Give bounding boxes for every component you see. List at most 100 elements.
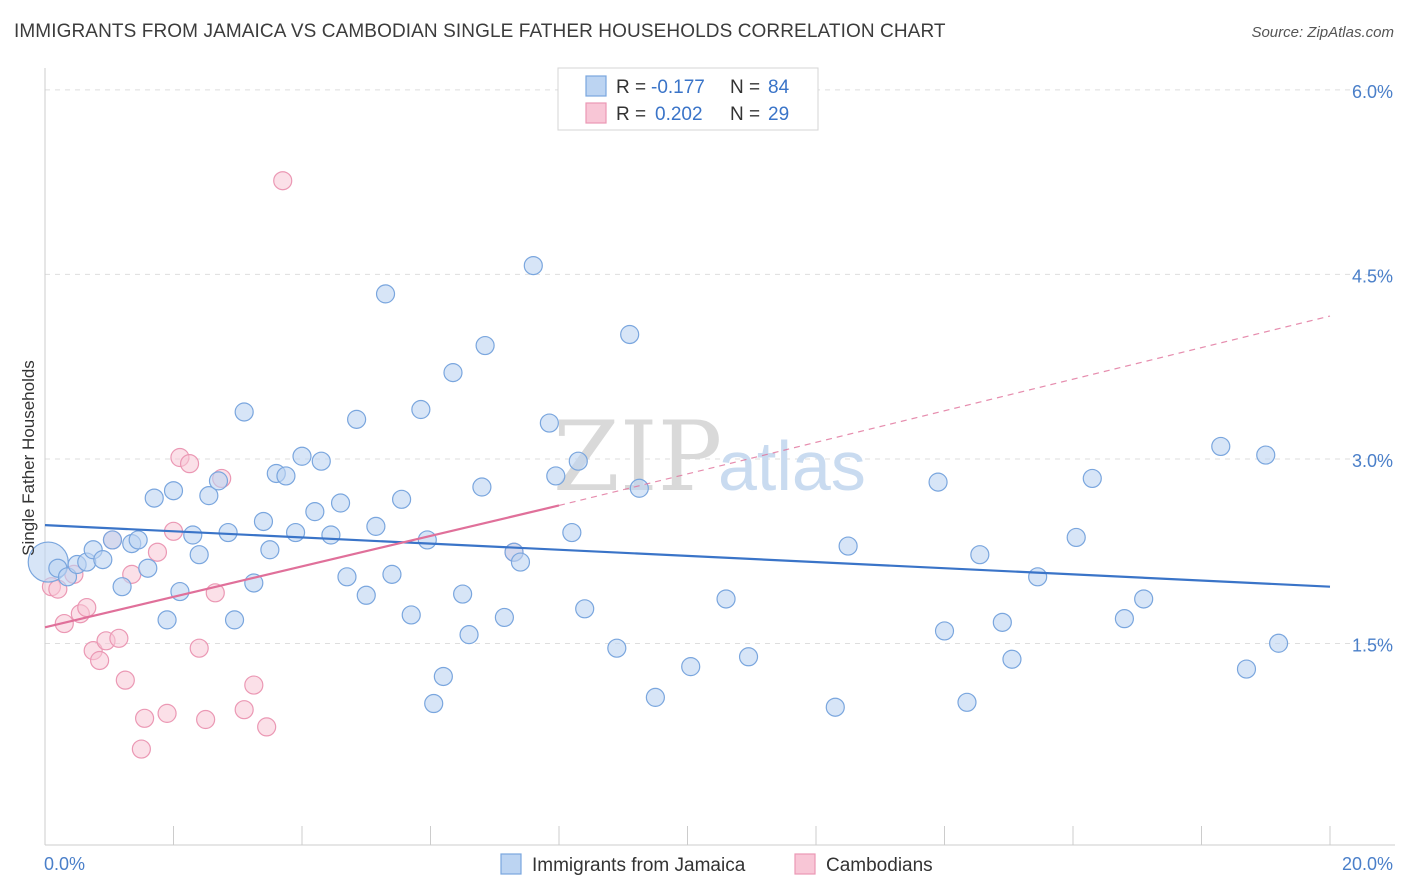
jamaica-point xyxy=(523,255,543,276)
cambodians-point xyxy=(273,171,293,191)
jamaica-point xyxy=(224,610,245,630)
jamaica-point xyxy=(163,481,184,501)
cambodians-point xyxy=(109,628,129,648)
jamaica-point xyxy=(1002,649,1022,669)
jamaica-point xyxy=(260,540,280,560)
jamaica-trend-line xyxy=(44,524,1331,588)
legend-r-value-jamaica: -0.177 xyxy=(651,77,705,98)
jamaica-point xyxy=(189,545,209,565)
x-tick-label: 0.0% xyxy=(44,854,85,874)
cambodians-point xyxy=(257,717,277,737)
y-axis-title: Single Father Households xyxy=(19,360,38,556)
source-credit: Source: ZipAtlas.com xyxy=(1251,24,1394,41)
jamaica-point xyxy=(208,471,229,491)
watermark: ZIP atlas xyxy=(553,401,866,513)
jamaica-point xyxy=(1028,567,1048,587)
cambodians-point xyxy=(77,597,97,618)
cambodians-trend-extension xyxy=(558,315,1331,507)
cambodians-point xyxy=(157,703,177,723)
jamaica-point xyxy=(356,585,376,605)
legend-n-value-cambodians: 29 xyxy=(768,104,789,125)
cambodians-point xyxy=(244,675,264,695)
y-tick-label: 6.0% xyxy=(1352,82,1393,102)
jamaica-point xyxy=(716,589,736,609)
cambodians-point xyxy=(131,739,151,759)
bottom-legend-label-jamaica: Immigrants from Jamaica xyxy=(532,855,746,876)
cambodians-point xyxy=(134,708,155,728)
jamaica-point xyxy=(928,472,948,492)
jamaica-point xyxy=(337,567,357,587)
legend-r-label-jamaica: R = xyxy=(616,77,646,98)
jamaica-point xyxy=(144,488,164,508)
correlation-legend: R = -0.177 N = 84 R = 0.202 N = 29 xyxy=(557,67,819,131)
jamaica-point xyxy=(382,564,402,584)
jamaica-point xyxy=(292,446,312,466)
jamaica-point xyxy=(1134,589,1154,609)
cambodians-point xyxy=(234,700,254,720)
jamaica-point xyxy=(825,697,845,717)
jamaica-point xyxy=(475,335,495,356)
jamaica-point xyxy=(305,502,325,522)
jamaica-point xyxy=(93,550,113,570)
jamaica-point xyxy=(957,692,977,712)
x-tick-label: 20.0% xyxy=(1342,854,1393,874)
cambodians-point xyxy=(196,709,216,730)
y-tick-label: 3.0% xyxy=(1352,451,1393,471)
legend-n-value-jamaica: 84 xyxy=(768,77,790,98)
jamaica-point xyxy=(285,522,306,543)
jamaica-point xyxy=(1211,436,1231,457)
cambodians-point xyxy=(90,650,110,671)
y-tick-label: 1.5% xyxy=(1352,635,1393,655)
jamaica-point xyxy=(411,399,431,420)
jamaica-point xyxy=(992,612,1012,632)
jamaica-point xyxy=(1236,659,1257,679)
legend-n-label-jamaica: N = xyxy=(730,77,760,98)
jamaica-point xyxy=(472,477,492,497)
jamaica-point xyxy=(459,625,479,645)
legend-n-label-cambodians: N = xyxy=(730,104,760,125)
jamaica-point xyxy=(1066,527,1086,548)
jamaica-point xyxy=(401,605,421,625)
jamaica-point xyxy=(453,584,473,604)
jamaica-point xyxy=(970,545,990,565)
jamaica-point xyxy=(366,516,386,536)
jamaica-points xyxy=(27,255,1289,717)
grid-lines xyxy=(45,89,1395,644)
jamaica-point xyxy=(424,693,444,714)
jamaica-point xyxy=(102,530,123,550)
jamaica-point xyxy=(645,687,665,707)
legend-r-label-cambodians: R = xyxy=(616,104,646,125)
axes xyxy=(44,68,1395,846)
jamaica-point xyxy=(199,486,219,506)
jamaica-point xyxy=(1114,609,1135,629)
jamaica-point xyxy=(234,402,254,422)
jamaica-point xyxy=(510,552,531,572)
jamaica-point xyxy=(157,610,177,630)
jamaica-point xyxy=(562,522,582,543)
jamaica-point xyxy=(681,657,701,677)
jamaica-point xyxy=(629,478,649,498)
jamaica-point xyxy=(443,363,463,383)
series-legend: Immigrants from Jamaica Cambodians xyxy=(500,853,933,876)
jamaica-point xyxy=(311,451,331,471)
jamaica-point xyxy=(838,536,858,556)
jamaica-point xyxy=(276,466,296,486)
jamaica-point xyxy=(1082,468,1102,489)
jamaica-point xyxy=(539,413,559,433)
cambodians-points xyxy=(41,171,524,759)
jamaica-point xyxy=(128,530,148,550)
legend-swatch-cambodians xyxy=(585,102,607,124)
jamaica-point xyxy=(494,607,514,628)
legend-r-value-cambodians: 0.202 xyxy=(655,104,703,125)
jamaica-point xyxy=(738,647,759,667)
jamaica-point xyxy=(375,284,396,304)
cambodians-point xyxy=(179,454,200,474)
jamaica-point xyxy=(620,324,640,345)
jamaica-point xyxy=(347,409,367,429)
cambodians-point xyxy=(189,638,209,658)
y-tick-label: 4.5% xyxy=(1352,266,1393,286)
jamaica-point xyxy=(1256,445,1276,465)
cambodians-point xyxy=(147,542,168,562)
bottom-legend-swatch-jamaica xyxy=(500,853,522,875)
